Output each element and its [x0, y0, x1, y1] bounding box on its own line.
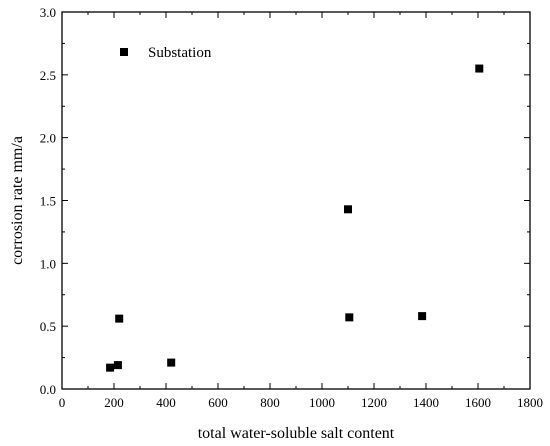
plot-frame — [61, 11, 531, 390]
x-tick-label: 1800 — [517, 395, 543, 410]
x-tick-label: 600 — [208, 395, 228, 410]
y-tick-label: 2.0 — [40, 131, 56, 146]
y-tick-label: 1.5 — [40, 194, 56, 209]
y-tick-label: 0.5 — [40, 319, 56, 334]
y-tick-label: 1.0 — [40, 256, 56, 271]
data-point — [167, 358, 176, 367]
data-point — [345, 313, 354, 322]
y-tick-label: 2.5 — [40, 68, 56, 83]
x-tick-label: 1400 — [413, 395, 439, 410]
data-point — [475, 64, 484, 73]
y-axis-ticks: 0.0 0.5 1.0 1.5 2.0 2.5 3.0 — [40, 5, 530, 397]
data-point — [418, 312, 427, 321]
y-tick-label: 3.0 — [40, 5, 56, 20]
legend-marker-substation — [120, 48, 128, 56]
data-point — [344, 205, 352, 214]
x-tick-label: 400 — [156, 395, 176, 410]
x-tick-label: 1600 — [465, 395, 491, 410]
data-point — [113, 361, 122, 370]
x-axis-title: total water-soluble salt content — [198, 425, 395, 442]
x-tick-label: 800 — [260, 395, 280, 410]
x-tick-label: 200 — [104, 395, 124, 410]
x-axis-ticks: 0 200 400 600 800 1000 1200 1400 1600 1800 — [59, 12, 543, 410]
data-point — [115, 314, 124, 323]
data-points — [106, 64, 484, 372]
y-tick-label: 0.0 — [40, 382, 56, 397]
x-tick-label: 0 — [59, 395, 66, 410]
legend: Substation — [120, 45, 212, 61]
data-point — [106, 363, 115, 372]
y-axis-title: corrosion rate mm/a — [9, 136, 26, 265]
legend-label-substation: Substation — [148, 45, 212, 61]
x-tick-label: 1000 — [309, 395, 335, 410]
x-tick-label: 1200 — [361, 395, 387, 410]
